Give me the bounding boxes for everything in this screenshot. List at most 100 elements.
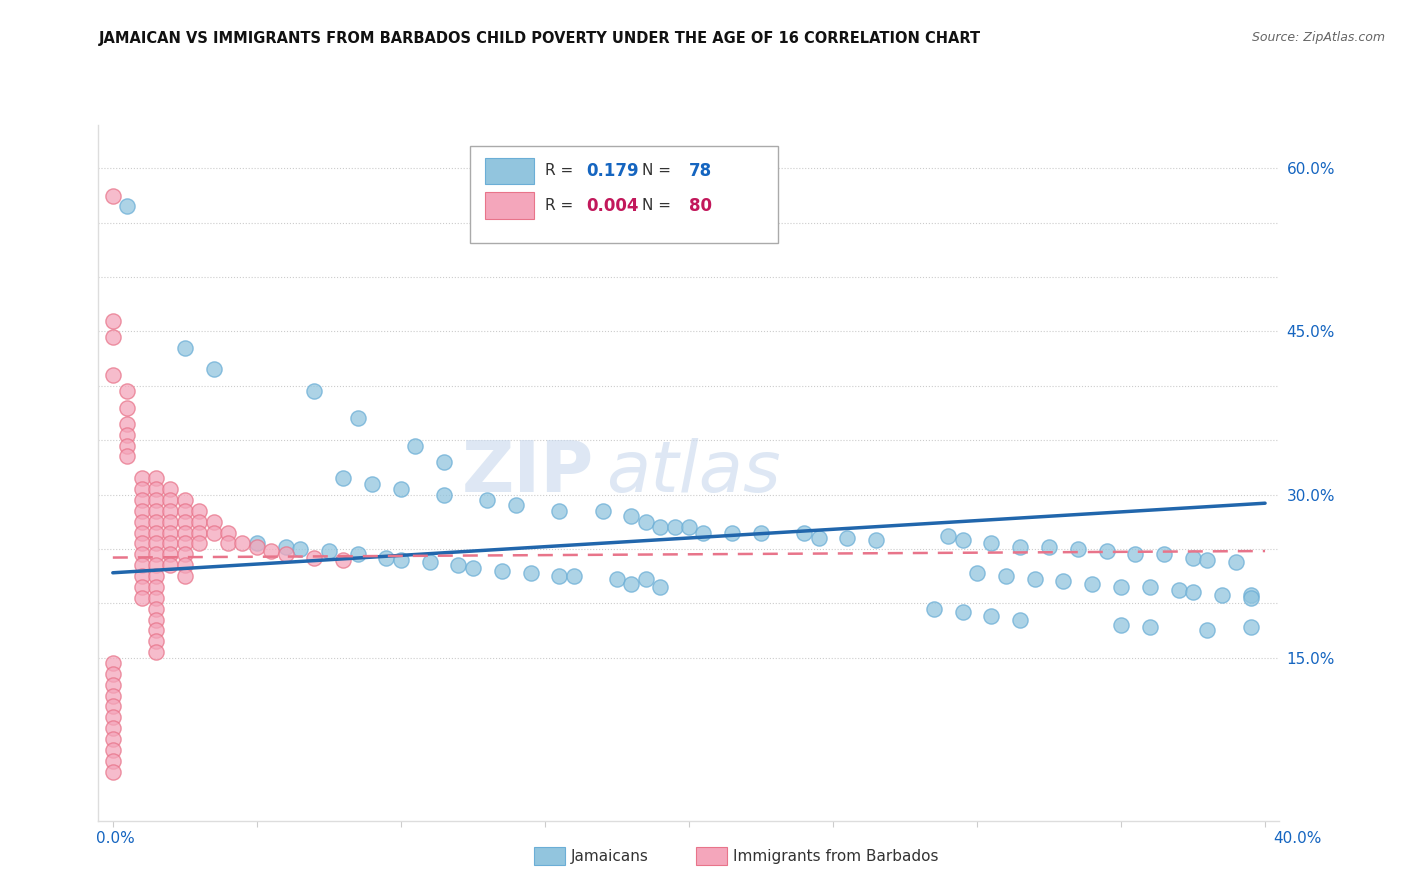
Point [318, 544, 340, 558]
Point [1240, 588, 1263, 602]
Point [332, 471, 354, 485]
Point [246, 540, 269, 554]
Point [131, 547, 153, 561]
Point [274, 547, 297, 561]
Point [217, 525, 239, 540]
Point [145, 580, 167, 594]
Point [1109, 580, 1132, 594]
Point [173, 525, 195, 540]
Point [173, 569, 195, 583]
Point [606, 572, 628, 586]
Point [131, 515, 153, 529]
Point [145, 569, 167, 583]
Point [1067, 541, 1090, 556]
Point [548, 504, 571, 518]
Point [101, 699, 124, 714]
Point [461, 561, 484, 575]
Point [159, 482, 181, 496]
Point [346, 411, 368, 425]
Point [1197, 552, 1219, 567]
Point [1052, 574, 1074, 589]
Point [131, 504, 153, 518]
Point [491, 564, 513, 578]
Point [361, 476, 384, 491]
Point [131, 569, 153, 583]
Point [145, 471, 167, 485]
Point [288, 541, 311, 556]
Point [145, 515, 167, 529]
Point [922, 601, 945, 615]
Point [346, 547, 368, 561]
Point [1240, 591, 1263, 605]
Point [966, 566, 988, 580]
Point [131, 482, 153, 496]
Point [101, 666, 124, 681]
Point [131, 492, 153, 507]
Point [217, 536, 239, 550]
Point [115, 427, 138, 442]
Point [304, 384, 326, 399]
Point [101, 764, 124, 779]
Text: 78: 78 [689, 161, 711, 180]
Point [634, 572, 657, 586]
Text: JAMAICAN VS IMMIGRANTS FROM BARBADOS CHILD POVERTY UNDER THE AGE OF 16 CORRELATI: JAMAICAN VS IMMIGRANTS FROM BARBADOS CHI… [98, 31, 980, 46]
Point [865, 533, 887, 548]
Point [650, 580, 672, 594]
Point [115, 450, 138, 464]
Point [188, 525, 211, 540]
Point [692, 525, 714, 540]
Text: ZIP: ZIP [463, 438, 595, 508]
Point [231, 536, 253, 550]
Point [1167, 583, 1189, 598]
Text: Immigrants from Barbados: Immigrants from Barbados [733, 849, 938, 863]
Point [145, 601, 167, 615]
Point [173, 504, 195, 518]
Text: N =: N = [641, 163, 675, 178]
Point [1139, 580, 1161, 594]
Point [115, 401, 138, 415]
Point [1010, 540, 1032, 554]
Text: atlas: atlas [606, 438, 780, 508]
Point [173, 341, 195, 355]
Point [837, 531, 859, 545]
Point [1139, 620, 1161, 634]
Point [447, 558, 470, 573]
Text: 0.179: 0.179 [586, 161, 638, 180]
Point [246, 536, 269, 550]
FancyBboxPatch shape [471, 145, 778, 244]
Point [202, 362, 225, 376]
Point [592, 504, 614, 518]
Text: N =: N = [641, 198, 675, 213]
Point [1211, 588, 1233, 602]
Point [634, 515, 657, 529]
Point [1153, 547, 1175, 561]
Point [101, 754, 124, 768]
Point [1081, 576, 1104, 591]
Point [173, 536, 195, 550]
Point [620, 509, 643, 524]
Point [101, 188, 124, 202]
Point [1225, 555, 1247, 569]
Point [159, 504, 181, 518]
Point [477, 492, 499, 507]
Point [145, 536, 167, 550]
Point [159, 547, 181, 561]
Point [145, 645, 167, 659]
Point [664, 520, 686, 534]
Point [994, 569, 1017, 583]
Point [260, 544, 283, 558]
Point [145, 492, 167, 507]
Point [101, 710, 124, 724]
Point [188, 515, 211, 529]
Point [145, 547, 167, 561]
Point [375, 550, 398, 565]
Point [145, 558, 167, 573]
Point [131, 471, 153, 485]
Point [115, 384, 138, 399]
Point [131, 536, 153, 550]
Point [936, 529, 959, 543]
Point [274, 540, 297, 554]
Point [173, 547, 195, 561]
Point [145, 504, 167, 518]
Text: R =: R = [546, 198, 578, 213]
